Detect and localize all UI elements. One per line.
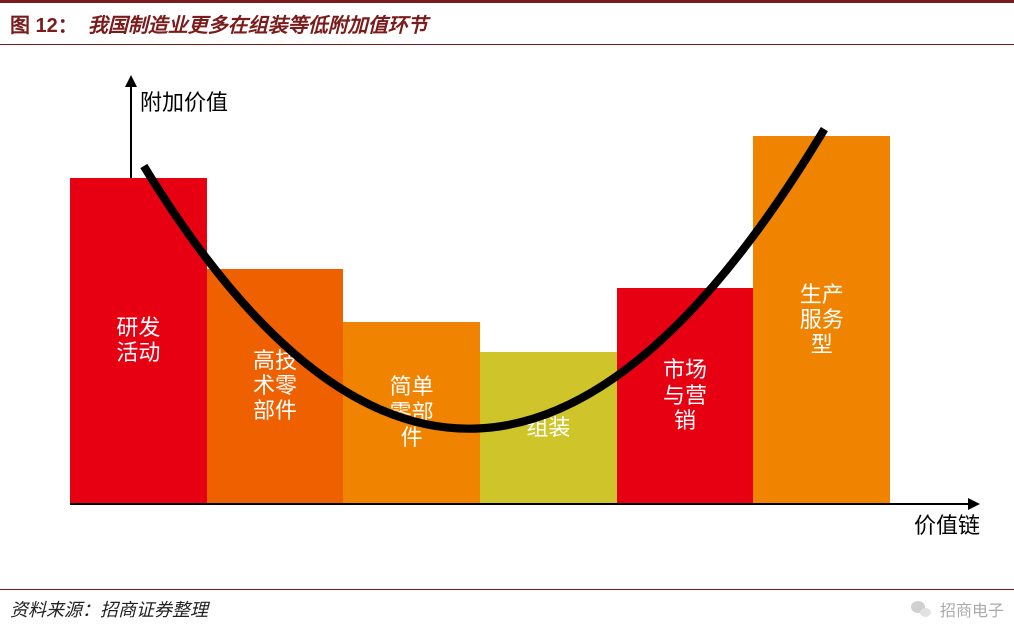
chart-area: 附加价值 价值链 研发活动高技术零部件 简单零部件组装 市场与营销 生产服务型 [60,65,980,545]
bar-label-2: 简单零部件 [387,374,435,450]
bar-label-4: 市场与营销 [661,357,709,433]
figure-number: 图 12： [10,9,78,38]
source-label: 资料来源： [10,600,100,620]
figure-title: 我国制造业更多在组装等低附加值环节 [88,9,428,38]
source-text: 资料来源：招商证券整理 [10,596,208,622]
bar-label-3: 组装 [526,415,570,440]
chart-container: 附加价值 价值链 研发活动高技术零部件 简单零部件组装 市场与营销 生产服务型 [0,45,1014,565]
bar-label-5: 生产服务型 [798,282,846,358]
figure-header: 图 12： 我国制造业更多在组装等低附加值环节 [0,0,1014,45]
x-axis-label: 价值链 [914,508,980,540]
bar-label-1: 高技术零部件 [251,348,299,424]
bar-label-0: 研发活动 [114,315,162,366]
bar-2: 简单零部件 [343,322,480,503]
bars-group: 研发活动高技术零部件 简单零部件组装 市场与营销 生产服务型 [70,125,890,503]
bar-1: 高技术零部件 [207,269,344,503]
x-axis [70,503,970,505]
figure-footer: 资料来源：招商证券整理 招商电子 [0,589,1014,628]
bar-3: 组装 [480,352,617,503]
watermark-text: 招商电子 [940,597,1004,621]
y-axis-label: 附加价值 [140,85,228,117]
wechat-icon [908,596,934,622]
bar-0: 研发活动 [70,178,207,503]
source-value: 招商证券整理 [100,600,208,620]
watermark: 招商电子 [908,596,1004,622]
bar-4: 市场与营销 [617,288,754,503]
bar-5: 生产服务型 [753,136,890,503]
